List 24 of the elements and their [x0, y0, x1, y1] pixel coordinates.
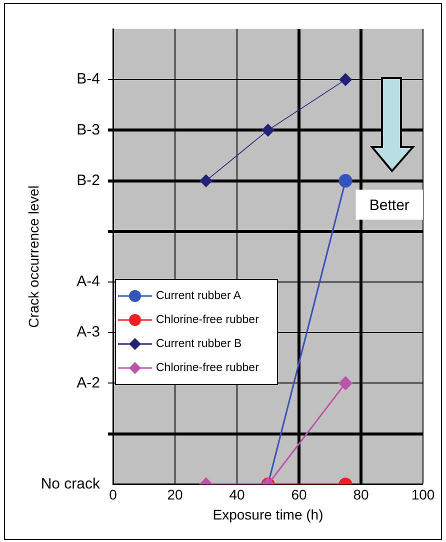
category-label: A-2: [76, 374, 100, 392]
x-tick-label: 40: [229, 486, 245, 503]
x-tick-label: 0: [109, 486, 118, 503]
category-label: B-3: [76, 121, 100, 138]
x-axis-title: Exposure time (h): [212, 506, 324, 522]
legend-label: Current rubber A: [156, 290, 242, 302]
point: [200, 174, 212, 188]
category-label: A-4: [76, 273, 100, 290]
x-tick-label: 60: [291, 486, 307, 503]
point: [339, 73, 352, 86]
category-label: A-3: [76, 324, 100, 341]
category-label: B-4: [76, 70, 100, 88]
y-axis-title: Crack occurrence level: [25, 186, 42, 328]
x-tick-label: 100: [411, 486, 435, 503]
legend-label: Chlorine-free rubber: [156, 314, 259, 326]
legend-label: Chlorine-free rubber: [156, 362, 259, 374]
category-label: B-2: [76, 172, 100, 189]
x-tick-label: 80: [353, 486, 369, 503]
point: [262, 124, 274, 137]
point: [338, 174, 352, 188]
annotation: Better: [369, 196, 410, 214]
legend-label: Current rubber B: [156, 338, 242, 350]
x-tick-label: 20: [167, 486, 183, 503]
category-label: No crack: [40, 476, 100, 493]
